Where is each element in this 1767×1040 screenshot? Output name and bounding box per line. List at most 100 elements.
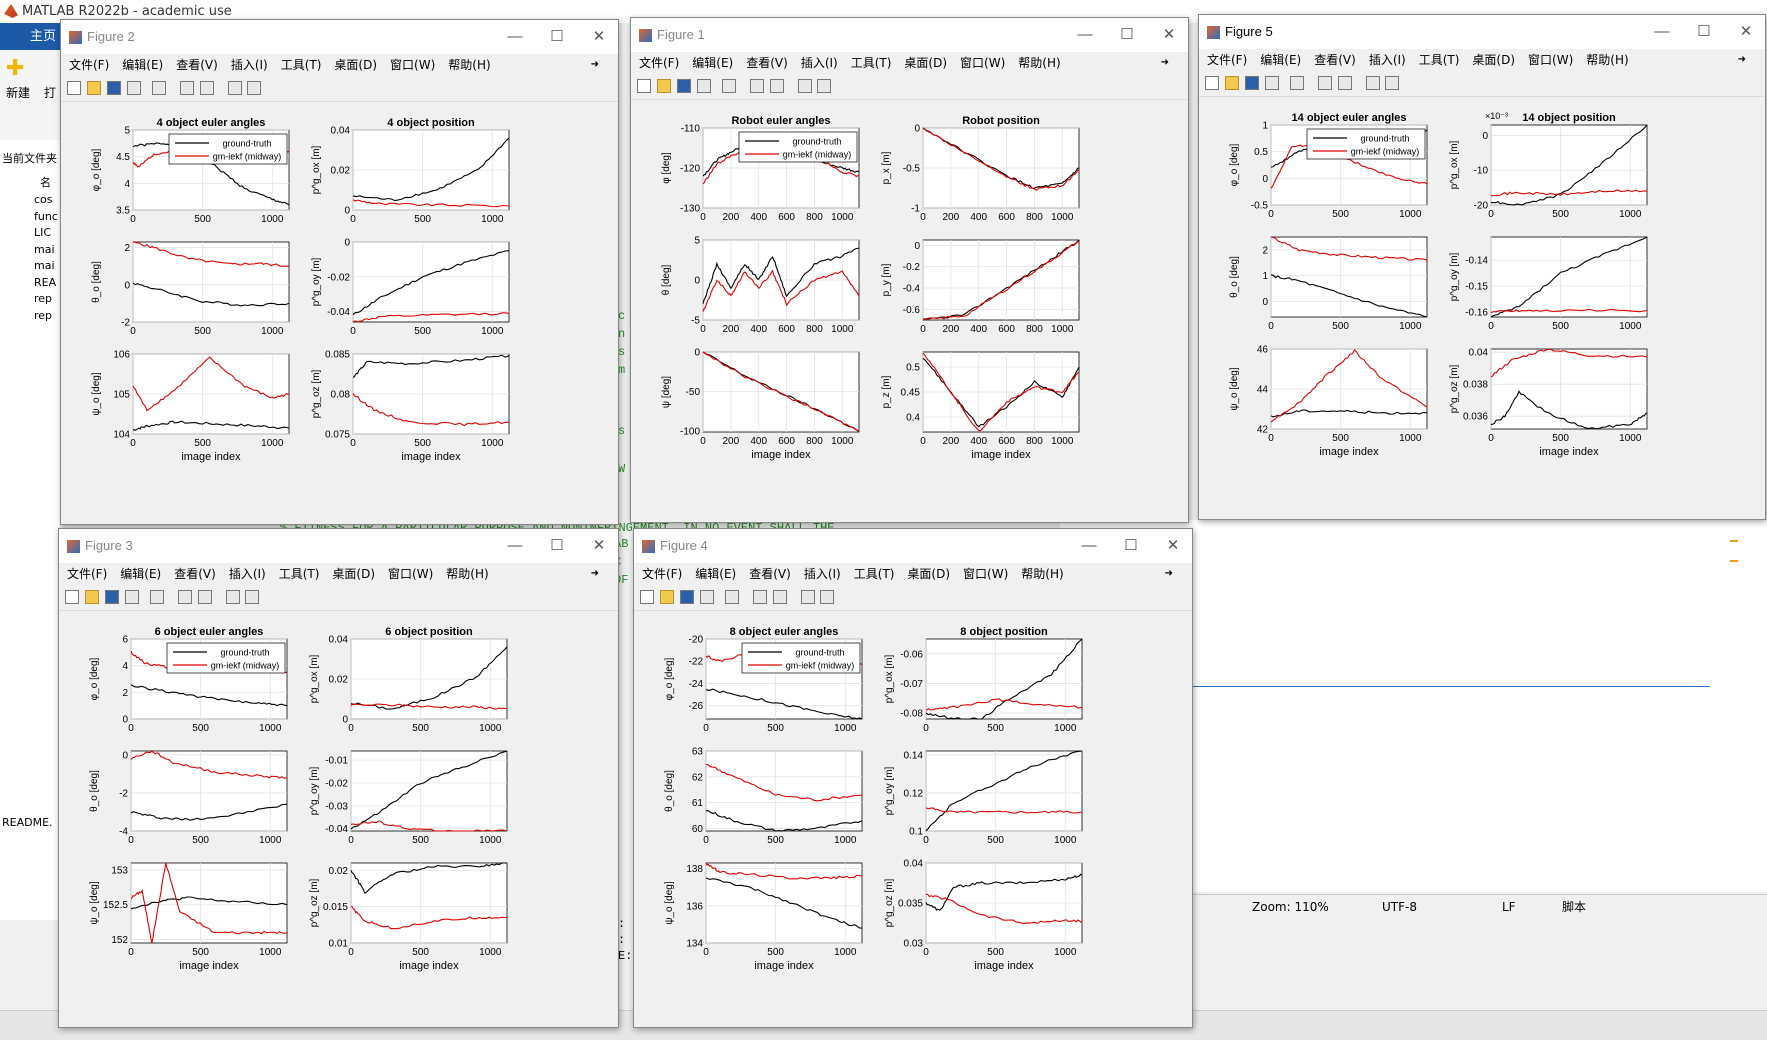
menu-item[interactable]: 文件(F) [67, 567, 108, 581]
link-icon[interactable] [1290, 76, 1304, 90]
legend[interactable]: ground-truth gm-iekf (midway) [738, 131, 858, 163]
property-editor-icon[interactable] [817, 79, 831, 93]
file-item[interactable]: REA [34, 275, 57, 289]
menu-item[interactable]: 桌面(D) [334, 58, 378, 72]
dock-arrow-icon[interactable]: ➜ [590, 568, 599, 579]
file-item[interactable]: rep [34, 292, 53, 305]
menu-item[interactable]: 窗口(W) [960, 56, 1006, 70]
menu-item[interactable]: 帮助(H) [446, 567, 489, 581]
legend[interactable]: ground-truth gm-iekf (midway) [168, 133, 288, 165]
save-icon[interactable] [677, 79, 691, 93]
file-item[interactable]: rep [34, 308, 53, 322]
figure-window-4[interactable]: Figure 4 — ☐ ✕ 文件(F) 编辑(E) 查看(V) 插入(I) 工具(T) 桌面(D… [633, 528, 1193, 1028]
print-icon[interactable] [700, 590, 714, 604]
dock-arrow-icon[interactable]: ➜ [1164, 568, 1173, 579]
dock-arrow-icon[interactable]: ➜ [1737, 54, 1746, 65]
close-button[interactable]: ✕ [1162, 26, 1176, 43]
menu-item[interactable]: 帮助(H) [448, 58, 491, 72]
menu-item[interactable]: 查看(V) [749, 567, 791, 581]
colorbar-icon[interactable] [180, 81, 194, 95]
menu-item[interactable]: 窗口(W) [1528, 53, 1574, 67]
pointer-icon[interactable] [1366, 76, 1380, 90]
menu-item[interactable]: 编辑(E) [692, 56, 734, 70]
maximize-button[interactable]: ☐ [1124, 537, 1138, 554]
menu-item[interactable]: 文件(F) [1207, 53, 1248, 67]
save-icon[interactable] [105, 590, 119, 604]
new-figure-icon[interactable] [1205, 76, 1219, 90]
minimize-button[interactable]: — [1081, 537, 1097, 554]
name-column-header[interactable]: 名 [40, 176, 51, 189]
property-editor-icon[interactable] [245, 590, 259, 604]
property-editor-icon[interactable] [820, 590, 834, 604]
menu-item[interactable]: 文件(F) [639, 56, 680, 70]
legend-icon[interactable] [770, 79, 784, 93]
maximize-button[interactable]: ☐ [550, 537, 564, 554]
close-button[interactable]: ✕ [592, 28, 606, 45]
minimize-button[interactable]: — [1654, 23, 1670, 40]
menu-item[interactable]: 文件(F) [69, 58, 110, 72]
new-button[interactable]: 新建 [6, 86, 31, 100]
figure-window-5[interactable]: Figure 5 — ☐ ✕ 文件(F) 编辑(E) 查看(V) 插入(I) 工具(T) 桌面(D… [1198, 14, 1766, 520]
open-icon[interactable] [85, 590, 99, 604]
colorbar-icon[interactable] [753, 590, 767, 604]
print-icon[interactable] [125, 590, 139, 604]
menu-item[interactable]: 插入(I) [1368, 53, 1406, 67]
dock-arrow-icon[interactable]: ➜ [1160, 57, 1169, 68]
legend[interactable]: ground-truth gm-iekf (midway) [1306, 128, 1426, 160]
menu-item[interactable]: 查看(V) [176, 58, 218, 72]
open-button[interactable]: 打 [44, 86, 57, 100]
menu-item[interactable]: 工具(T) [850, 56, 892, 70]
save-icon[interactable] [107, 81, 121, 95]
menu-item[interactable]: 插入(I) [803, 567, 841, 581]
menu-item[interactable]: 插入(I) [230, 58, 268, 72]
link-icon[interactable] [722, 79, 736, 93]
new-plus-icon[interactable]: ✚ [6, 56, 25, 81]
close-button[interactable]: ✕ [592, 537, 606, 554]
figure-titlebar[interactable]: Figure 2 — ☐ ✕ [61, 20, 618, 54]
legend-icon[interactable] [773, 590, 787, 604]
maximize-button[interactable]: ☐ [1120, 26, 1134, 43]
file-item[interactable]: mai [34, 259, 55, 272]
menu-item[interactable]: 编辑(E) [695, 567, 737, 581]
legend[interactable]: ground-truth gm-iekf (midway) [166, 642, 286, 674]
new-figure-icon[interactable] [67, 81, 81, 95]
menu-item[interactable]: 工具(T) [280, 58, 322, 72]
menu-item[interactable]: 窗口(W) [390, 58, 436, 72]
menu-item[interactable]: 查看(V) [174, 567, 216, 581]
close-button[interactable]: ✕ [1739, 23, 1753, 40]
dock-arrow-icon[interactable]: ➜ [590, 59, 599, 70]
pointer-icon[interactable] [226, 590, 240, 604]
link-icon[interactable] [152, 81, 166, 95]
maximize-button[interactable]: ☐ [550, 28, 564, 45]
legend-icon[interactable] [1338, 76, 1352, 90]
home-tab[interactable]: 主页 [0, 23, 60, 50]
minimize-button[interactable]: — [507, 537, 523, 554]
menu-item[interactable]: 查看(V) [746, 56, 788, 70]
legend-icon[interactable] [198, 590, 212, 604]
menu-item[interactable]: 插入(I) [228, 567, 266, 581]
close-button[interactable]: ✕ [1166, 537, 1180, 554]
open-icon[interactable] [1225, 76, 1239, 90]
menu-item[interactable]: 编辑(E) [122, 58, 164, 72]
open-icon[interactable] [87, 81, 101, 95]
new-figure-icon[interactable] [637, 79, 651, 93]
print-icon[interactable] [697, 79, 711, 93]
figure-titlebar[interactable]: Figure 4 — ☐ ✕ [634, 529, 1192, 563]
colorbar-icon[interactable] [178, 590, 192, 604]
menu-item[interactable]: 编辑(E) [120, 567, 162, 581]
menu-item[interactable]: 工具(T) [853, 567, 895, 581]
legend-icon[interactable] [200, 81, 214, 95]
menu-item[interactable]: 编辑(E) [1260, 53, 1302, 67]
menu-item[interactable]: 桌面(D) [1472, 53, 1516, 67]
menu-item[interactable]: 查看(V) [1314, 53, 1356, 67]
figure-window-2[interactable]: Figure 2 — ☐ ✕ 文件(F) 编辑(E) 查看(V) 插入(I) 工具(T) 桌面(D… [60, 19, 619, 525]
menu-item[interactable]: 帮助(H) [1018, 56, 1061, 70]
link-icon[interactable] [725, 590, 739, 604]
file-item[interactable]: cos [34, 193, 53, 206]
file-item[interactable]: mai [34, 242, 55, 256]
colorbar-icon[interactable] [750, 79, 764, 93]
property-editor-icon[interactable] [1385, 76, 1399, 90]
menu-item[interactable]: 桌面(D) [907, 567, 951, 581]
figure-window-3[interactable]: Figure 3 — ☐ ✕ 文件(F) 编辑(E) 查看(V) 插入(I) 工具(T) 桌面(D… [58, 528, 619, 1028]
menu-item[interactable]: 帮助(H) [1021, 567, 1064, 581]
